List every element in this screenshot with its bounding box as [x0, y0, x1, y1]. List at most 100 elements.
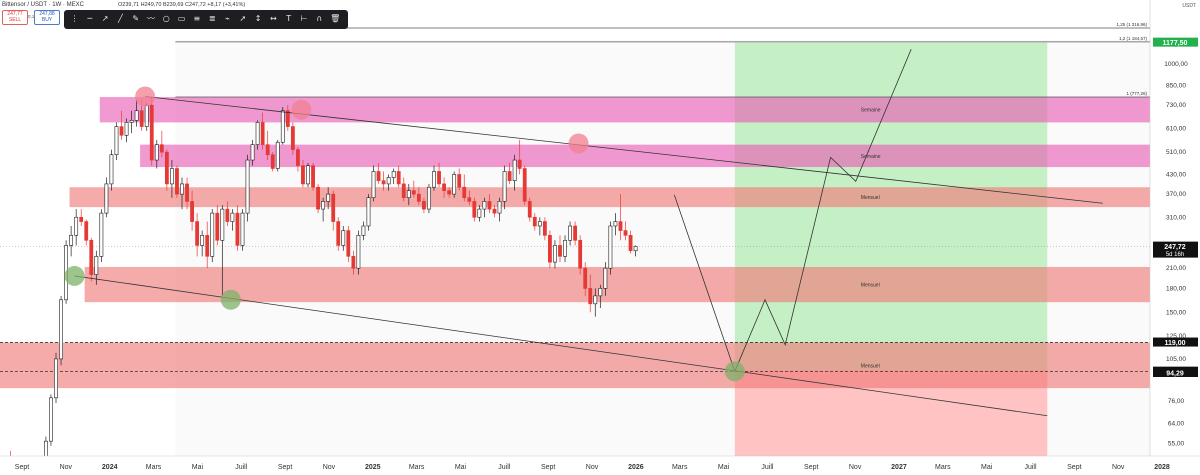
trend-line-icon[interactable]: ╱ — [117, 14, 123, 23]
candle — [275, 141, 280, 169]
candle — [69, 235, 74, 246]
candle — [542, 221, 547, 236]
candle — [265, 144, 270, 156]
y-tick-label: 105,00 — [1166, 356, 1186, 363]
arrow-icon[interactable]: ➚ — [239, 14, 247, 23]
ray-icon[interactable]: ↗ — [101, 14, 109, 23]
candle — [381, 180, 386, 185]
y-tick-label: 370,00 — [1166, 191, 1186, 198]
drag-handle-icon[interactable]: ⋮ — [70, 14, 79, 23]
y-tick-label: 430,00 — [1166, 171, 1186, 178]
pivot-marker-1 — [291, 99, 312, 120]
candle — [366, 197, 371, 227]
zone-label-4: Mensuel — [861, 363, 880, 369]
candle — [593, 295, 598, 305]
pencil-icon[interactable]: ✎ — [132, 14, 140, 23]
y-tick-label: 1000,00 — [1164, 61, 1188, 68]
candle — [54, 358, 58, 399]
candle — [608, 225, 613, 269]
x-tick-label: Nov — [849, 464, 862, 471]
price-label-box-2 — [1153, 337, 1198, 347]
x-tick-label: Sept — [15, 464, 29, 471]
candle — [240, 212, 245, 246]
rectangle-icon[interactable]: ▭ — [177, 14, 186, 23]
y-tick-label: 610,00 — [1166, 126, 1186, 133]
text-icon[interactable]: T — [286, 14, 292, 23]
sell-button[interactable]: 247,77 SELL — [2, 10, 28, 25]
y-tick-label: 125,00 — [1166, 333, 1186, 340]
measure-icon[interactable]: ⊢ — [300, 14, 308, 23]
candle — [260, 122, 265, 145]
candle — [250, 144, 255, 161]
candle — [129, 120, 134, 123]
circle-icon[interactable]: ○ — [162, 14, 170, 23]
candle — [175, 168, 179, 195]
fib-label-2: 1 (777,26) — [1126, 91, 1147, 96]
price-label-4: 94,29 — [1166, 370, 1184, 377]
sell-price: 247,77 — [7, 11, 23, 17]
candle — [311, 165, 315, 188]
candle — [633, 246, 638, 252]
x-tick-label: Mai — [981, 464, 993, 471]
zone-label-1: Semaine — [861, 154, 881, 160]
zone-2 — [69, 187, 1150, 208]
candle — [472, 201, 477, 218]
candle — [613, 221, 618, 227]
pivot-marker-2 — [568, 133, 589, 154]
path-icon[interactable]: ⌁ — [225, 14, 230, 23]
candle — [522, 168, 527, 202]
x-tick-label: Mai — [192, 464, 204, 471]
y-tick-label: 76,00 — [1168, 398, 1185, 405]
buy-button[interactable]: 247,88 BUY — [34, 10, 60, 25]
candle — [568, 225, 572, 241]
price-label-box-0 — [1153, 37, 1198, 47]
price-label-1: 247,72 — [1164, 244, 1186, 251]
fib-icon[interactable]: ≡ — [193, 14, 201, 23]
candle — [84, 221, 89, 241]
candle — [588, 288, 593, 305]
price-label-box-1 — [1153, 241, 1198, 258]
zone-label-2: Mensuel — [861, 195, 880, 201]
candle — [346, 230, 351, 257]
candle — [537, 221, 542, 227]
trash-icon[interactable]: 🗑 — [330, 14, 341, 23]
candle — [134, 110, 139, 121]
x-tick-label: Sept — [804, 464, 818, 471]
price-axis-bg — [1150, 0, 1200, 475]
currency-label: USDT — [1182, 3, 1196, 9]
candle — [215, 212, 220, 241]
candle — [361, 225, 366, 236]
x-tick-label: Sept — [1067, 464, 1081, 471]
candle — [603, 267, 608, 289]
candle — [225, 208, 230, 222]
candle — [623, 230, 628, 236]
fib-levels-icon[interactable]: ≣ — [208, 14, 216, 23]
x-tick-label: Mars — [672, 464, 688, 471]
x-tick-label: 2025 — [365, 464, 381, 471]
x-tick-label: Juill — [498, 464, 511, 471]
candle — [210, 212, 215, 257]
zone-1 — [140, 144, 1150, 168]
candle — [396, 171, 401, 185]
candle — [316, 186, 320, 210]
pivot-marker-0 — [135, 86, 156, 107]
candle — [416, 193, 421, 202]
candle — [195, 221, 200, 246]
candle — [351, 256, 356, 269]
candle — [230, 212, 235, 222]
candle — [109, 154, 114, 185]
candle — [527, 201, 532, 218]
price-range-icon[interactable]: ↕ — [254, 14, 262, 23]
candle — [200, 235, 205, 246]
brush-icon[interactable]: 〰 — [147, 14, 155, 23]
candle — [507, 171, 512, 181]
date-range-icon[interactable]: ↔ — [270, 14, 277, 23]
candle — [386, 177, 391, 185]
magnet-icon[interactable]: ∩ — [316, 14, 323, 23]
candle — [114, 126, 119, 156]
candle — [492, 208, 497, 214]
candle — [306, 165, 310, 185]
horizontal-line-icon[interactable]: ─ — [87, 14, 93, 23]
candle — [553, 245, 557, 263]
